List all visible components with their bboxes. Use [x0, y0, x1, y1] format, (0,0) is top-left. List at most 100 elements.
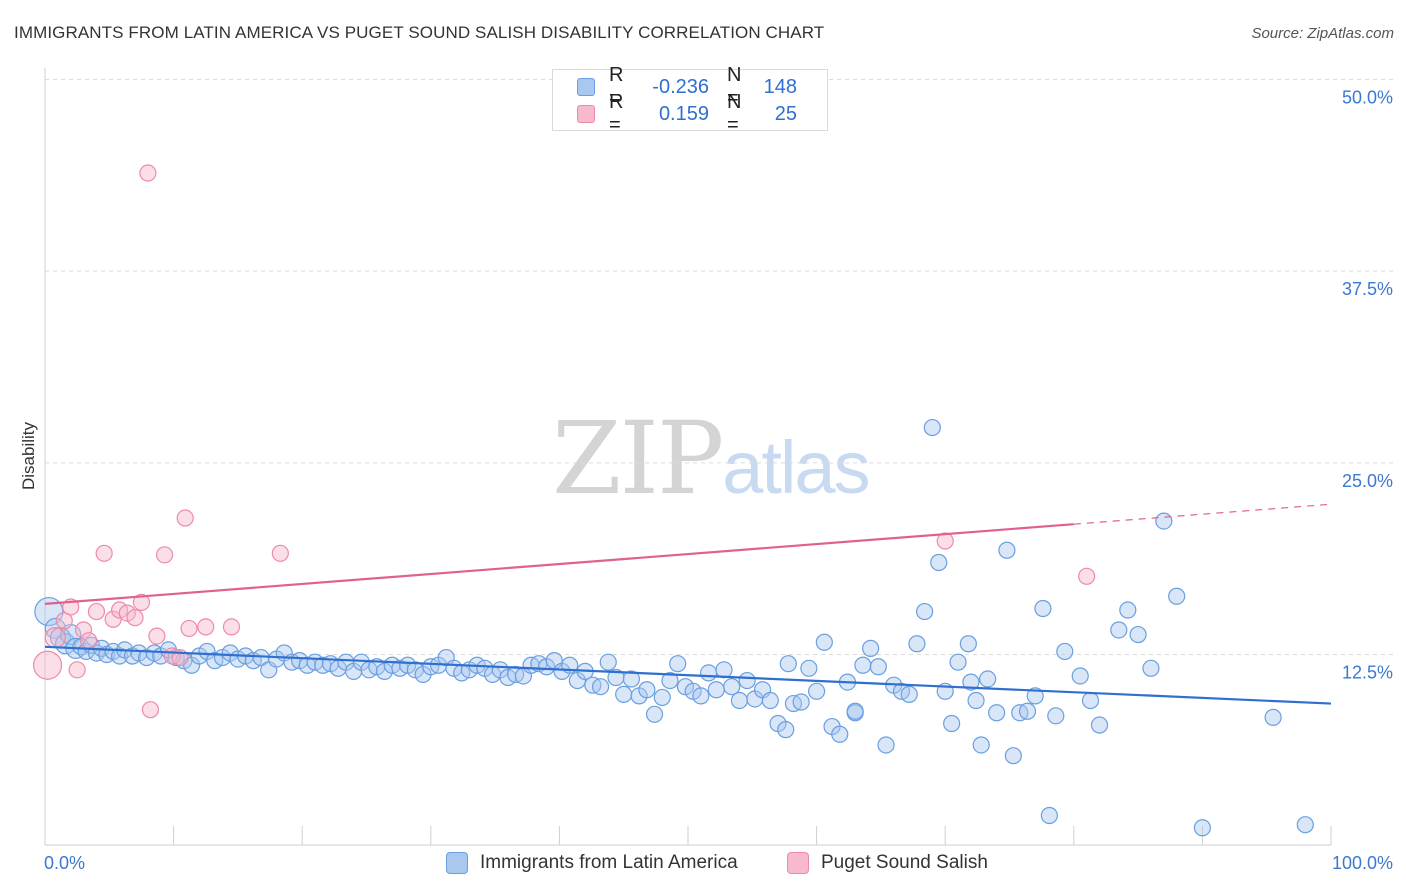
bottom-legend-label: Puget Sound Salish	[821, 852, 988, 873]
legend-swatch-pink	[577, 105, 595, 123]
data-point-latin-america	[699, 664, 718, 682]
stats-legend: R = -0.236 N = 148 R = 0.159 N = 25	[552, 64, 828, 136]
chart-title: IMMIGRANTS FROM LATIN AMERICA VS PUGET S…	[14, 23, 825, 42]
legend-row-latin-america: R = -0.236 N = 148	[577, 64, 797, 109]
data-point-latin-america	[1168, 587, 1186, 605]
data-point-latin-america	[854, 656, 872, 674]
data-point-puget-sound	[32, 650, 63, 680]
data-point-latin-america	[692, 687, 710, 705]
data-point-latin-america	[761, 691, 779, 710]
data-point-latin-america	[959, 635, 977, 653]
data-point-latin-america	[1296, 816, 1314, 834]
data-point-puget-sound	[44, 627, 66, 649]
data-point-latin-america	[1026, 687, 1044, 705]
legend-r-value: 0.159	[658, 102, 709, 125]
bottom-legend-swatch-pink	[787, 852, 809, 874]
data-point-latin-america	[1155, 512, 1173, 530]
data-point-puget-sound	[1078, 567, 1096, 585]
data-point-latin-america	[967, 691, 985, 710]
trend-line-puget-sound	[44, 523, 1074, 605]
y-tick-label: 12.5%	[1342, 663, 1393, 683]
data-point-latin-america	[998, 541, 1016, 559]
y-tick-label: 50.0%	[1342, 88, 1393, 108]
data-point-latin-america	[949, 653, 967, 671]
bottom-legend-latin-america: Immigrants from Latin America	[446, 852, 738, 874]
data-point-latin-america	[661, 671, 679, 690]
data-point-latin-america	[1071, 667, 1089, 685]
data-point-puget-sound	[148, 627, 166, 645]
data-point-puget-sound	[139, 164, 157, 182]
legend-r-label: R =	[609, 64, 624, 109]
data-point-latin-america	[669, 655, 687, 673]
data-point-puget-sound	[104, 610, 122, 628]
data-point-latin-america	[862, 639, 880, 657]
data-point-latin-america	[707, 681, 725, 699]
data-point-latin-america	[1034, 599, 1052, 618]
data-point-latin-america	[638, 681, 656, 699]
data-point-latin-america	[1018, 702, 1037, 720]
data-point-latin-america	[1264, 708, 1282, 726]
data-point-latin-america	[615, 685, 633, 703]
trend-extension-puget-sound	[1073, 503, 1332, 525]
data-point-latin-america	[877, 736, 895, 754]
y-tick-label: 37.5%	[1342, 279, 1393, 299]
x-tick-label-min: 0.0%	[44, 853, 85, 873]
data-point-latin-america	[979, 670, 997, 688]
data-point-latin-america	[779, 655, 797, 673]
data-point-latin-america	[988, 704, 1006, 722]
data-point-latin-america	[815, 633, 833, 651]
data-point-puget-sound	[141, 701, 160, 719]
data-point-puget-sound	[68, 661, 86, 679]
data-point-latin-america	[923, 418, 941, 437]
data-point-latin-america	[962, 673, 980, 691]
data-point-latin-america	[1110, 621, 1128, 639]
legend-n-label: N =	[727, 91, 742, 136]
data-point-puget-sound	[132, 593, 151, 611]
legend-n-value: 25	[774, 102, 797, 125]
data-point-latin-america	[723, 678, 741, 696]
x-tick-label-max: 100.0%	[1332, 853, 1393, 873]
data-point-latin-america	[846, 702, 864, 720]
data-point-latin-america	[715, 661, 733, 679]
data-point-latin-america	[807, 682, 826, 700]
data-point-latin-america	[831, 725, 849, 743]
data-point-latin-america	[916, 602, 934, 621]
y-axis-label: Disability	[19, 421, 38, 490]
data-point-puget-sound	[176, 509, 194, 527]
data-point-latin-america	[943, 714, 961, 733]
trend-line-latin-america	[44, 645, 1332, 705]
data-point-latin-america	[1047, 707, 1065, 725]
data-point-puget-sound	[180, 619, 198, 638]
data-point-puget-sound	[271, 544, 289, 562]
data-point-latin-america	[1193, 819, 1212, 837]
data-point-latin-america	[1119, 601, 1137, 619]
bottom-legend-swatch-blue	[446, 852, 468, 874]
source-credit: Source: ZipAtlas.com	[1251, 25, 1394, 42]
data-point-latin-america	[900, 685, 918, 703]
data-point-latin-america	[1056, 642, 1074, 661]
data-point-puget-sound	[87, 602, 106, 621]
data-point-puget-sound	[126, 609, 144, 627]
data-point-latin-america	[591, 678, 610, 696]
data-point-latin-america	[792, 693, 810, 711]
data-point-puget-sound	[222, 618, 241, 636]
data-point-latin-america	[777, 721, 795, 739]
y-tick-label: 25.0%	[1342, 471, 1393, 491]
data-point-latin-america	[1090, 716, 1109, 734]
legend-r-label: R =	[609, 91, 624, 136]
bottom-legend-puget-sound: Puget Sound Salish	[787, 852, 988, 874]
data-point-latin-america	[869, 658, 887, 676]
data-point-latin-america	[645, 705, 664, 723]
data-point-puget-sound	[80, 632, 98, 650]
data-point-latin-america	[972, 736, 990, 754]
data-point-latin-america	[930, 553, 948, 572]
data-point-latin-america	[1129, 625, 1147, 644]
data-point-puget-sound	[74, 621, 93, 639]
data-point-puget-sound	[95, 544, 113, 562]
legend-swatch-blue	[577, 78, 595, 96]
data-point-latin-america	[622, 670, 641, 688]
data-point-latin-america	[738, 671, 756, 690]
data-point-latin-america	[653, 688, 671, 707]
data-point-puget-sound	[197, 618, 215, 636]
